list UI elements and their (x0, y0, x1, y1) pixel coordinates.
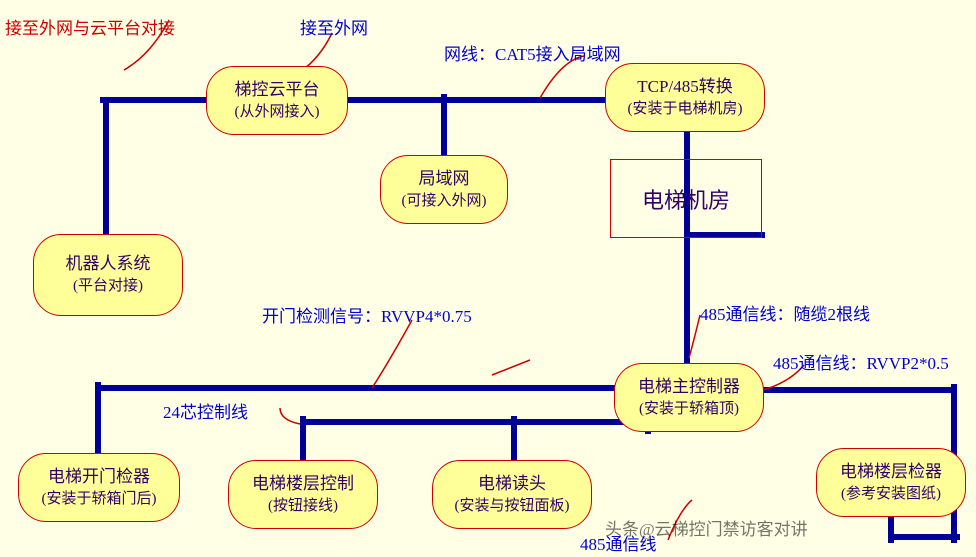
watermark: 头条@云梯控门禁访客对讲 (605, 515, 808, 540)
node-title: 电梯楼层控制 (252, 473, 354, 496)
node-title: 电梯主控制器 (638, 376, 740, 399)
node-sub: (参考安装图纸) (841, 484, 941, 504)
label-cloud-dock: 接至外网与云平台对接 (5, 14, 175, 39)
node-title: TCP/485转换 (637, 76, 732, 99)
node-title: 机器人系统 (66, 253, 151, 276)
node-lan: 局域网 (可接入外网) (380, 155, 508, 224)
node-title: 局域网 (419, 168, 470, 191)
node-title: 电梯楼层检器 (840, 461, 942, 484)
node-sub: (安装于轿箱顶) (639, 399, 739, 419)
node-sub: (从外网接入) (235, 102, 320, 122)
callout-arc (492, 360, 530, 375)
node-sub: (安装于轿箱门后) (42, 489, 157, 509)
label-wan: 接至外网 (300, 14, 368, 39)
node-main-controller: 电梯主控制器 (安装于轿箱顶) (614, 363, 764, 432)
node-reader: 电梯读头 (安装与按钮面板) (432, 460, 592, 529)
node-title: 电梯开门检器 (48, 466, 150, 489)
label-24core: 24芯控制线 (163, 398, 248, 423)
rect-label: 电梯机房 (642, 183, 730, 215)
callout-arc (689, 315, 700, 358)
node-floor-control: 电梯楼层控制 (按钮接线) (228, 460, 378, 529)
node-sub: (安装于电梯机房) (628, 99, 743, 119)
node-door-detector: 电梯开门检器 (安装于轿箱门后) (18, 453, 180, 522)
label-485-rvvp2: 485通信线：RVVP2*0.5 (773, 349, 949, 374)
callout-arc (372, 320, 412, 388)
node-robot-system: 机器人系统 (平台对接) (33, 234, 183, 316)
node-title: 梯控云平台 (235, 79, 320, 102)
callout-arc (280, 408, 300, 424)
node-sub: (按钮接线) (268, 496, 338, 516)
node-title: 电梯读头 (478, 473, 546, 496)
node-tcp485: TCP/485转换 (安装于电梯机房) (605, 63, 765, 132)
label-door-signal: 开门检测信号：RVVP4*0.75 (262, 302, 472, 327)
node-sub: (平台对接) (73, 276, 143, 296)
label-485-cable2: 485通信线：随缆2根线 (700, 300, 870, 325)
rect-elevator-room: 电梯机房 (610, 159, 762, 238)
node-sub: (可接入外网) (402, 191, 487, 211)
node-sub: (安装与按钮面板) (455, 496, 570, 516)
node-cloud-platform: 梯控云平台 (从外网接入) (206, 66, 348, 135)
node-floor-detector: 电梯楼层检器 (参考安装图纸) (816, 448, 966, 517)
label-cat5: 网线：CAT5接入局域网 (444, 40, 621, 65)
